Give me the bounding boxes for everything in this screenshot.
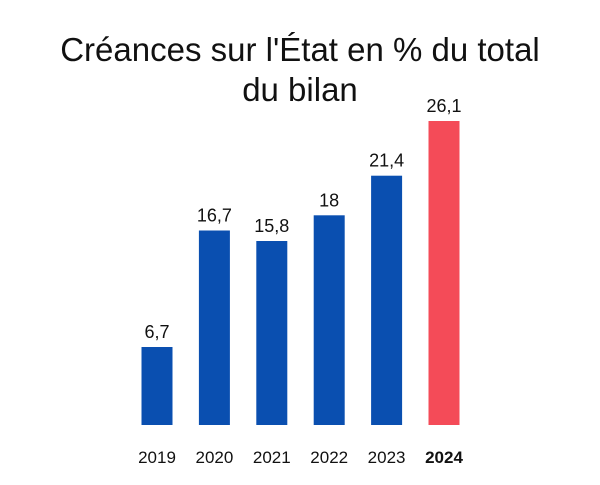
value-label-2024: 26,1 — [426, 96, 461, 116]
value-label-2021: 15,8 — [254, 216, 289, 236]
x-tick-label-2020: 2020 — [195, 448, 233, 467]
bar-2020 — [198, 230, 230, 425]
bars-layer — [141, 121, 460, 425]
chart-title: Créances sur l'État en % du total du bil… — [0, 30, 600, 110]
bar-2022 — [313, 215, 345, 425]
x-tick-label-2023: 2023 — [368, 448, 406, 467]
x-tick-label-2021: 2021 — [253, 448, 291, 467]
value-labels-layer: 6,7 16,7 15,8 18 21,4 26,1 — [144, 96, 461, 342]
bar-2021 — [256, 241, 288, 425]
x-tick-label-2024: 2024 — [425, 448, 463, 467]
x-tick-label-2022: 2022 — [310, 448, 348, 467]
x-tick-label-2019: 2019 — [138, 448, 176, 467]
chart-title-line-1: Créances sur l'État en % du total — [60, 31, 540, 68]
chart-title-line-2: du bilan — [242, 71, 358, 108]
bar-2019 — [141, 347, 173, 425]
bar-2024 — [428, 121, 460, 425]
value-label-2023: 21,4 — [369, 151, 404, 171]
value-label-2022: 18 — [319, 190, 339, 210]
bar-2023 — [371, 175, 403, 425]
value-label-2019: 6,7 — [144, 322, 169, 342]
tick-labels-layer: 2019 2020 2021 2022 2023 2024 — [138, 448, 463, 467]
value-label-2020: 16,7 — [197, 206, 232, 226]
